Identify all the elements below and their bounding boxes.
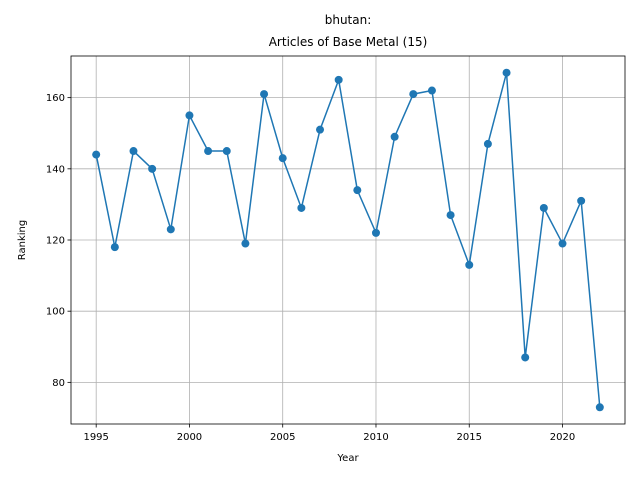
marker [166, 225, 175, 234]
marker [446, 211, 455, 220]
y-tick-label: 160 [46, 93, 65, 104]
y-axis-label: Ranking [17, 220, 28, 260]
marker [371, 228, 380, 237]
marker [278, 154, 287, 163]
marker [427, 86, 436, 95]
y-tick-label: 80 [52, 378, 65, 389]
y-tick-label: 140 [46, 164, 65, 175]
x-tick-label: 1995 [83, 432, 108, 443]
marker [465, 260, 474, 269]
line [95, 72, 601, 408]
marker [409, 90, 418, 99]
marker [539, 203, 548, 212]
marker [334, 75, 343, 84]
x-axis-label: Year [336, 453, 359, 464]
marker [483, 139, 492, 148]
y-tick-label: 120 [46, 236, 65, 247]
chart-title: bhutan: [325, 13, 372, 27]
marker [241, 239, 250, 248]
x-tick-label: 2000 [177, 432, 202, 443]
marker [92, 150, 101, 159]
marker [129, 147, 138, 156]
marker [502, 68, 511, 77]
y-tick-label: 100 [46, 307, 65, 318]
marker [185, 111, 194, 120]
x-tick-label: 2010 [363, 432, 388, 443]
marker [297, 203, 306, 212]
marker [148, 164, 157, 173]
marker [260, 90, 269, 99]
marker [204, 147, 213, 156]
marker [595, 403, 604, 412]
x-tick-label: 2005 [270, 432, 295, 443]
chart-subtitle: Articles of Base Metal (15) [269, 35, 428, 49]
marker [353, 186, 362, 195]
marker [521, 353, 530, 362]
marker [390, 132, 399, 141]
marker [316, 125, 325, 134]
plot-frame [70, 55, 626, 425]
x-tick-label: 2015 [457, 432, 482, 443]
x-tick-label: 2020 [550, 432, 575, 443]
marker [577, 196, 586, 205]
marker [222, 147, 231, 156]
marker [110, 243, 119, 252]
marker [558, 239, 567, 248]
